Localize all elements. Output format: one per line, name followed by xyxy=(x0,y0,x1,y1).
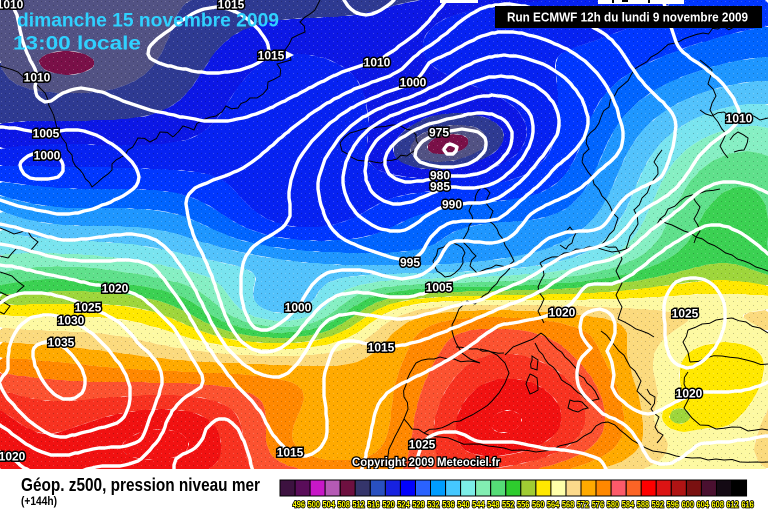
svg-text:556: 556 xyxy=(517,500,529,510)
svg-text:616: 616 xyxy=(741,500,753,510)
svg-text:612: 612 xyxy=(726,500,738,510)
svg-text:1000: 1000 xyxy=(34,149,61,163)
svg-text:1005: 1005 xyxy=(33,127,60,141)
svg-text:Run ECMWF 12h du lundi 9 novem: Run ECMWF 12h du lundi 9 novembre 2009 xyxy=(507,11,748,25)
svg-text:1020: 1020 xyxy=(676,387,703,401)
svg-text:995: 995 xyxy=(400,256,420,270)
svg-text:528: 528 xyxy=(412,500,424,510)
svg-text:1025: 1025 xyxy=(75,301,102,315)
svg-text:Copyright 2009 Meteociel.fr: Copyright 2009 Meteociel.fr xyxy=(352,457,501,469)
svg-text:1010: 1010 xyxy=(24,71,51,85)
svg-text:584: 584 xyxy=(622,500,634,510)
svg-text:500: 500 xyxy=(308,500,320,510)
svg-text:1000: 1000 xyxy=(400,76,427,90)
svg-text:608: 608 xyxy=(712,500,724,510)
svg-text:(+144h): (+144h) xyxy=(21,496,57,508)
svg-text:592: 592 xyxy=(652,500,664,510)
svg-text:1020: 1020 xyxy=(0,450,26,464)
svg-text:1015: 1015 xyxy=(368,341,395,355)
svg-text:Géop. z500, pression niveau me: Géop. z500, pression niveau mer xyxy=(21,475,260,495)
svg-text:990: 990 xyxy=(442,198,462,212)
svg-text:588: 588 xyxy=(637,500,649,510)
svg-text:dimanche 15 novembre 2009: dimanche 15 novembre 2009 xyxy=(17,11,279,32)
svg-text:580: 580 xyxy=(607,500,619,510)
svg-text:552: 552 xyxy=(502,500,514,510)
svg-text:516: 516 xyxy=(367,500,379,510)
svg-text:596: 596 xyxy=(667,500,679,510)
svg-text:1020: 1020 xyxy=(549,306,576,320)
svg-text:536: 536 xyxy=(442,500,454,510)
svg-text:1015: 1015 xyxy=(258,49,285,63)
svg-text:548: 548 xyxy=(487,500,499,510)
svg-text:568: 568 xyxy=(562,500,574,510)
svg-text:975: 975 xyxy=(429,126,449,140)
svg-text:540: 540 xyxy=(457,500,469,510)
svg-text:600: 600 xyxy=(682,500,694,510)
svg-text:504: 504 xyxy=(323,500,335,510)
svg-text:1025: 1025 xyxy=(409,438,436,452)
svg-text:1000: 1000 xyxy=(285,301,312,315)
svg-text:1035: 1035 xyxy=(48,336,75,350)
svg-text:1025: 1025 xyxy=(672,307,699,321)
svg-text:560: 560 xyxy=(532,500,544,510)
svg-text:604: 604 xyxy=(697,500,709,510)
svg-text:980: 980 xyxy=(430,169,450,183)
svg-text:13:00 locale: 13:00 locale xyxy=(13,34,141,55)
svg-text:564: 564 xyxy=(547,500,559,510)
svg-text:532: 532 xyxy=(427,500,439,510)
svg-text:1015: 1015 xyxy=(277,446,304,460)
svg-text:524: 524 xyxy=(397,500,409,510)
svg-text:1010: 1010 xyxy=(364,56,391,70)
svg-text:1030: 1030 xyxy=(58,314,85,328)
svg-text:508: 508 xyxy=(338,500,350,510)
svg-text:544: 544 xyxy=(472,500,484,510)
svg-text:572: 572 xyxy=(577,500,589,510)
svg-text:512: 512 xyxy=(352,500,364,510)
svg-text:1005: 1005 xyxy=(426,281,453,295)
svg-text:520: 520 xyxy=(382,500,394,510)
svg-text:1010: 1010 xyxy=(726,112,753,126)
svg-text:1020: 1020 xyxy=(102,282,129,296)
svg-text:985: 985 xyxy=(430,180,450,194)
svg-text:496: 496 xyxy=(293,500,305,510)
svg-text:576: 576 xyxy=(592,500,604,510)
svg-text:1010: 1010 xyxy=(0,0,24,12)
svg-text:1015: 1015 xyxy=(218,0,245,12)
